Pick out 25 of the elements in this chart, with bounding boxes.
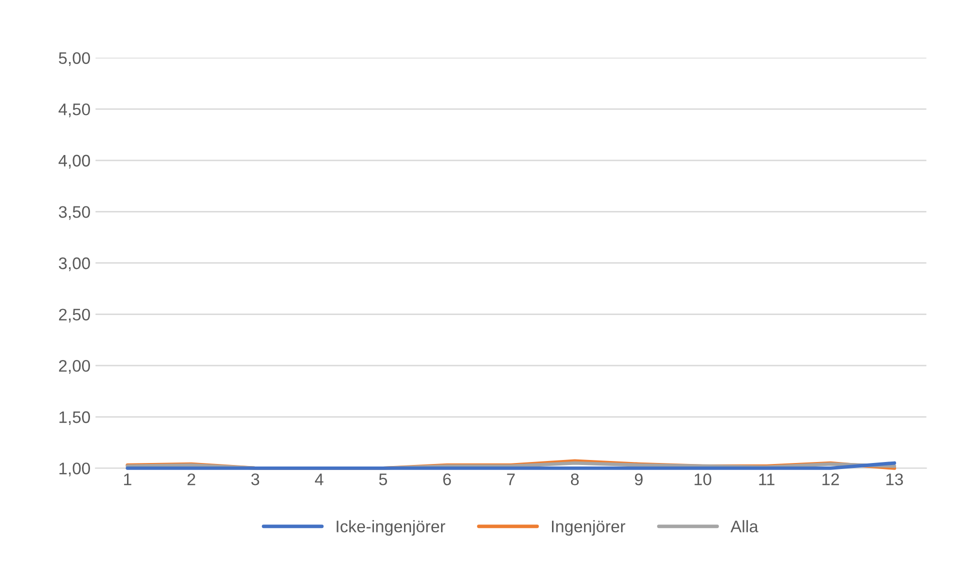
- x-tick-label: 7: [507, 474, 515, 486]
- x-tick-label: 13: [886, 473, 903, 486]
- x-tick-label: 6: [443, 473, 451, 486]
- x-tick-label: 5: [379, 474, 388, 486]
- y-tick-label: 4,50: [58, 104, 90, 118]
- y-tick-label: 2,50: [59, 308, 90, 322]
- y-tick-label: 1,00: [59, 462, 90, 476]
- x-tick-label: 4: [314, 474, 324, 486]
- x-tick-label: 10: [694, 473, 712, 486]
- x-tick-label: 3: [251, 473, 260, 486]
- legend-label: Ingenjörer: [552, 520, 626, 536]
- x-tick-label: 1: [124, 474, 132, 486]
- y-tick-label: 4,00: [58, 154, 90, 169]
- legend-label: Icke-ingenjörer: [336, 520, 446, 536]
- x-tick-label: 11: [759, 474, 774, 486]
- x-tick-label: 2: [188, 473, 196, 486]
- x-tick-label: 8: [570, 473, 579, 486]
- y-tick-label: 5,00: [58, 52, 90, 66]
- y-tick-label: 1,50: [59, 411, 90, 426]
- y-tick-label: 3,50: [58, 206, 90, 220]
- y-tick-label: 3,00: [58, 257, 90, 272]
- legend-label: Alla: [730, 520, 758, 532]
- x-tick-label: 12: [822, 473, 839, 486]
- x-tick-label: 9: [634, 473, 643, 486]
- y-tick-label: 2,00: [59, 360, 90, 374]
